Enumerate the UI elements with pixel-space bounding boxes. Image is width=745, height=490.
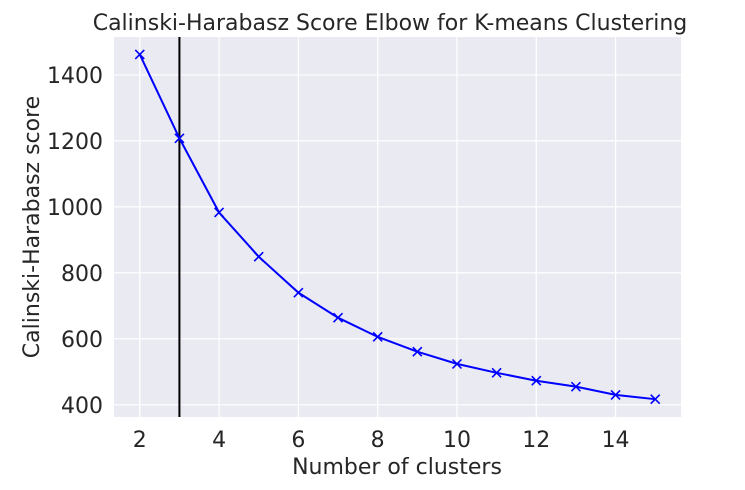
x-axis-label: Number of clusters — [292, 455, 502, 480]
x-tick-label: 14 — [602, 428, 630, 453]
y-tick-label: 1000 — [47, 196, 103, 221]
y-tick-labels: 400 600 800 1000 1200 1400 — [47, 64, 103, 419]
data-point — [332, 312, 344, 323]
data-point — [491, 367, 502, 378]
x-tick-label: 4 — [212, 428, 226, 453]
y-tick-label: 400 — [61, 394, 103, 419]
data-point — [650, 394, 661, 405]
x-tick-label: 6 — [291, 428, 305, 453]
series-line — [138, 54, 656, 401]
data-point — [174, 133, 185, 144]
plot-area — [114, 37, 681, 417]
series — [134, 49, 661, 405]
x-tick-label: 8 — [371, 428, 385, 453]
data-point — [293, 287, 304, 298]
x-tick-label: 10 — [443, 428, 471, 453]
y-axis-label: Calinski-Harabasz score — [20, 96, 45, 358]
data-point — [412, 346, 423, 357]
chart-title: Calinski-Harabasz Score Elbow for K-mean… — [93, 11, 688, 36]
gridlines — [114, 37, 681, 417]
data-point — [253, 251, 264, 262]
data-point — [214, 207, 225, 218]
x-tick-label: 12 — [522, 428, 550, 453]
y-tick-label: 1200 — [47, 130, 103, 155]
x-tick-labels: 2 4 6 8 10 12 14 — [133, 428, 630, 453]
y-tick-label: 800 — [61, 262, 103, 287]
data-point — [570, 381, 581, 392]
y-tick-label: 600 — [61, 328, 103, 353]
y-tick-label: 1400 — [47, 64, 103, 89]
data-point — [451, 358, 463, 369]
data-point — [134, 49, 145, 60]
data-point — [531, 375, 542, 386]
x-tick-label: 2 — [133, 428, 147, 453]
data-point — [372, 331, 383, 342]
data-point — [610, 389, 621, 400]
